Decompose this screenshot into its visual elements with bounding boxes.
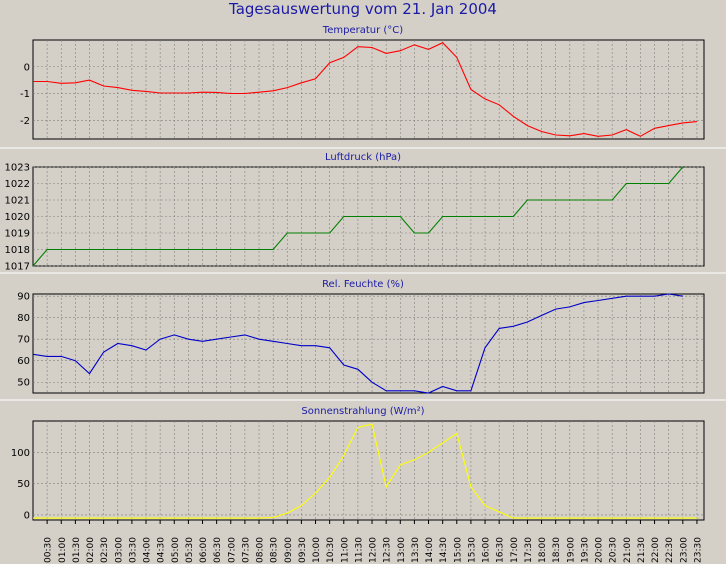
x-tick-label: 00:30	[44, 537, 54, 563]
pressure-series-line	[32, 166, 684, 267]
x-tick-label: 18:00	[538, 537, 548, 563]
temperature-series-line	[33, 42, 697, 137]
x-tick-label: 08:30	[270, 537, 280, 563]
humidity-y-tick-label: 80	[17, 313, 30, 324]
x-tick-label: 16:30	[496, 537, 506, 563]
x-tick-label: 23:30	[693, 537, 703, 563]
x-tick-label: 11:30	[354, 537, 364, 563]
x-tick-label: 02:00	[86, 537, 96, 563]
x-tick-label: 06:00	[199, 537, 209, 563]
humidity-y-tick-label: 60	[17, 356, 30, 367]
x-tick-label: 14:30	[439, 537, 449, 563]
x-tick-label: 17:30	[524, 537, 534, 563]
pressure-panel-title: Luftdruck (hPa)	[325, 152, 401, 163]
x-tick-label: 16:00	[482, 537, 492, 563]
x-tick-label: 09:00	[284, 537, 294, 563]
temperature-y-tick-label: -2	[20, 116, 30, 127]
x-tick-label: 22:00	[651, 537, 661, 563]
pressure-y-tick-label: 1023	[5, 163, 30, 174]
pressure-y-tick-label: 1020	[5, 212, 30, 223]
pressure-y-tick-label: 1018	[5, 245, 30, 256]
x-tick-label: 18:30	[552, 537, 562, 563]
x-tick-label: 15:30	[467, 537, 477, 563]
solar-y-tick-label: 0	[24, 510, 30, 521]
x-tick-label: 06:30	[213, 537, 223, 563]
humidity-y-tick-label: 90	[17, 292, 30, 303]
x-tick-label: 03:00	[114, 537, 124, 563]
x-tick-label: 07:30	[241, 537, 251, 563]
humidity-y-tick-label: 50	[17, 378, 30, 389]
chart-title: Tagesauswertung vom 21. Jan 2004	[229, 0, 497, 18]
x-tick-label: 05:00	[171, 537, 181, 563]
x-tick-label: 09:30	[298, 537, 308, 563]
x-tick-label: 02:30	[100, 537, 110, 563]
x-tick-label: 05:30	[185, 537, 195, 563]
x-tick-label: 03:30	[128, 537, 138, 563]
x-tick-label: 21:30	[637, 537, 647, 563]
x-tick-label: 13:30	[411, 537, 421, 563]
x-tick-label: 11:00	[340, 537, 350, 563]
x-tick-label: 19:30	[580, 537, 590, 563]
pressure-y-tick-label: 1019	[5, 229, 30, 240]
solar-y-tick-label: 50	[17, 479, 30, 490]
x-tick-label: 01:00	[58, 537, 68, 563]
solar-y-tick-label: 100	[11, 448, 30, 459]
temperature-y-tick-label: 0	[24, 62, 30, 73]
x-tick-label: 12:30	[383, 537, 393, 563]
x-tick-label: 07:00	[227, 537, 237, 563]
x-tick-label: 15:00	[453, 537, 463, 563]
solar-plot-area	[32, 420, 705, 521]
x-tick-label: 04:00	[143, 537, 153, 563]
solar-series-line	[33, 423, 697, 519]
x-tick-label: 08:00	[256, 537, 266, 563]
solar-panel-title: Sonnenstrahlung (W/m²)	[301, 406, 424, 417]
pressure-y-tick-label: 1022	[5, 179, 30, 190]
temperature-y-tick-label: -1	[20, 89, 30, 100]
x-tick-label: 12:00	[369, 537, 379, 563]
humidity-panel-title: Rel. Feuchte (%)	[322, 279, 404, 290]
humidity-y-tick-label: 70	[17, 335, 30, 346]
x-tick-label: 23:00	[679, 537, 689, 563]
x-tick-label: 13:00	[397, 537, 407, 563]
x-tick-label: 21:00	[623, 537, 633, 563]
x-tick-label: 22:30	[665, 537, 675, 563]
x-tick-label: 17:00	[510, 537, 520, 563]
temperature-panel-title: Temperatur (°C)	[322, 25, 403, 36]
pressure-y-tick-label: 1021	[5, 196, 30, 207]
pressure-y-tick-label: 1017	[5, 262, 30, 273]
temperature-plot-area	[32, 39, 705, 140]
x-tick-label: 14:00	[425, 537, 435, 563]
x-tick-label: 04:30	[157, 537, 167, 563]
x-tick-label: 01:30	[72, 537, 82, 563]
x-tick-label: 10:00	[312, 537, 322, 563]
x-tick-label: 19:00	[566, 537, 576, 563]
humidity-series-line	[32, 293, 683, 394]
x-tick-label: 20:30	[609, 537, 619, 563]
humidity-plot-area	[32, 293, 705, 394]
x-tick-label: 20:00	[595, 537, 605, 563]
x-tick-label: 10:30	[326, 537, 336, 563]
